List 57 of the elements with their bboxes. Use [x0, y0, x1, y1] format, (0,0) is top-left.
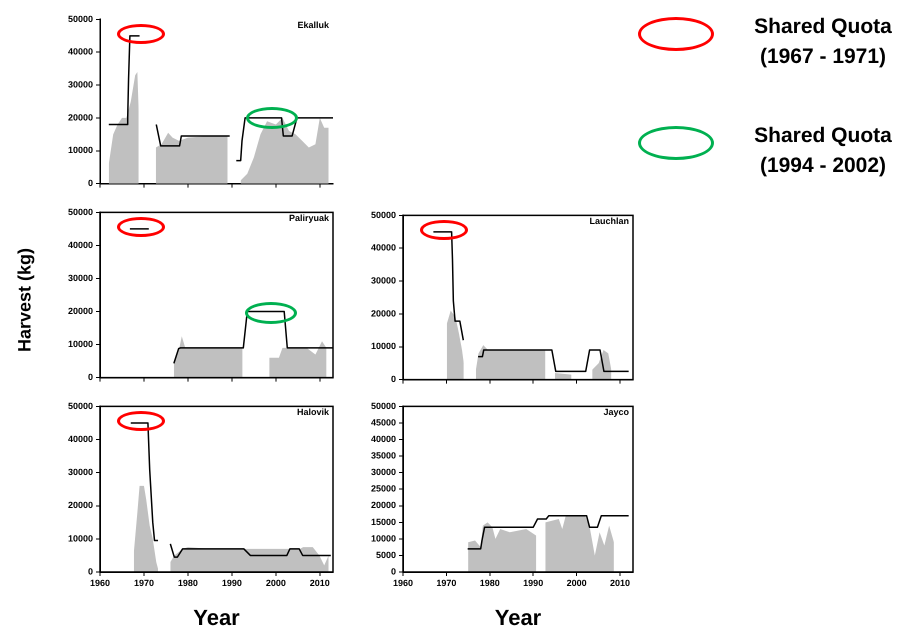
y-tick-label: 20000 [370, 500, 396, 510]
y-tick-label: 20000 [68, 112, 93, 122]
y-tick-label: 30000 [68, 272, 93, 283]
chart-title: Paliryuak [288, 213, 329, 223]
y-tick-label: 20000 [370, 308, 396, 318]
x-tick-label: 1970 [134, 578, 154, 588]
y-tick-label: 40000 [68, 46, 93, 57]
x-tick-label: 2010 [310, 578, 330, 588]
y-tick-label: 0 [390, 566, 396, 576]
x-tick-label: 1960 [90, 578, 110, 588]
y-axis-title: Harvest (kg) [14, 248, 36, 352]
x-tick-label: 2010 [610, 578, 630, 588]
y-tick-label: 40000 [370, 434, 396, 444]
x-tick-label: 1980 [178, 578, 198, 588]
y-tick-label: 10000 [68, 533, 93, 544]
y-tick-label: 50000 [68, 14, 93, 24]
y-tick-label: 20000 [68, 500, 93, 510]
chart-title: Jayco [603, 407, 629, 417]
chart-title: Ekalluk [297, 20, 329, 30]
x-axis-title: Year [193, 605, 240, 631]
y-tick-label: 0 [88, 566, 93, 576]
chart-title: Lauchlan [589, 216, 629, 226]
chart-title: Halovik [296, 407, 329, 417]
y-tick-label: 25000 [370, 484, 396, 494]
y-tick-label: 30000 [370, 467, 396, 478]
y-tick-label: 0 [390, 374, 396, 384]
y-tick-label: 50000 [68, 400, 93, 411]
y-tick-label: 45000 [370, 417, 396, 428]
y-tick-label: 20000 [68, 306, 93, 316]
text: Shared Quota (1967 - 1971) [753, 14, 893, 70]
y-tick-label: 30000 [370, 276, 396, 286]
y-tick-label: 10000 [370, 341, 396, 352]
text: Shared Quota (1994 - 2002) [753, 123, 893, 179]
y-tick-label: 50000 [68, 206, 93, 217]
y-tick-label: 15000 [370, 516, 396, 527]
x-tick-label: 1960 [392, 578, 414, 588]
y-tick-label: 5000 [376, 550, 396, 560]
x-tick-label: 1980 [480, 578, 500, 588]
y-tick-label: 30000 [68, 80, 93, 90]
x-tick-label: 2000 [266, 578, 286, 588]
y-tick-label: 40000 [68, 434, 93, 444]
y-tick-label: 40000 [370, 242, 396, 253]
y-tick-label: 40000 [68, 240, 93, 250]
x-axis-title: Year [494, 605, 542, 631]
x-tick-label: 1970 [436, 578, 456, 588]
x-tick-label: 1990 [222, 578, 242, 588]
y-tick-label: 10000 [370, 533, 396, 544]
y-tick-label: 50000 [370, 210, 396, 220]
y-tick-label: 10000 [68, 145, 93, 156]
y-tick-label: 30000 [68, 467, 93, 478]
y-tick-label: 50000 [370, 400, 396, 411]
x-tick-label: 1990 [523, 578, 544, 588]
y-tick-label: 0 [88, 178, 93, 188]
x-tick-label: 2000 [566, 578, 587, 588]
y-tick-label: 10000 [68, 339, 93, 350]
y-tick-label: 0 [88, 372, 93, 382]
y-tick-label: 35000 [370, 450, 396, 461]
